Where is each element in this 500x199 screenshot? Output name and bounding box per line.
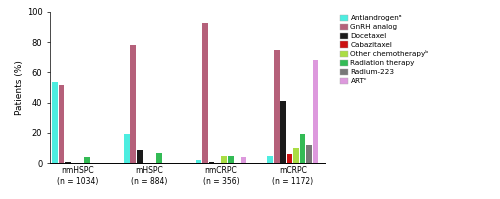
- Bar: [84, 157, 90, 163]
- Bar: [293, 148, 299, 163]
- Bar: [156, 153, 162, 163]
- Bar: [280, 101, 286, 163]
- Bar: [202, 22, 208, 163]
- Bar: [312, 60, 318, 163]
- Bar: [241, 157, 246, 163]
- Bar: [300, 135, 306, 163]
- Bar: [228, 156, 234, 163]
- Bar: [137, 150, 142, 163]
- Bar: [130, 45, 136, 163]
- Bar: [268, 156, 273, 163]
- Y-axis label: Patients (%): Patients (%): [15, 60, 24, 115]
- Bar: [306, 145, 312, 163]
- Bar: [65, 162, 71, 163]
- Bar: [196, 160, 202, 163]
- Bar: [222, 156, 227, 163]
- Legend: Antiandrogenᵃ, GnRH analog, Docetaxel, Cabazitaxel, Other chemotherapyᵇ, Radiati: Antiandrogenᵃ, GnRH analog, Docetaxel, C…: [340, 14, 430, 85]
- Bar: [52, 82, 58, 163]
- Bar: [274, 50, 280, 163]
- Bar: [208, 162, 214, 163]
- Bar: [287, 154, 292, 163]
- Bar: [124, 135, 130, 163]
- Bar: [59, 85, 64, 163]
